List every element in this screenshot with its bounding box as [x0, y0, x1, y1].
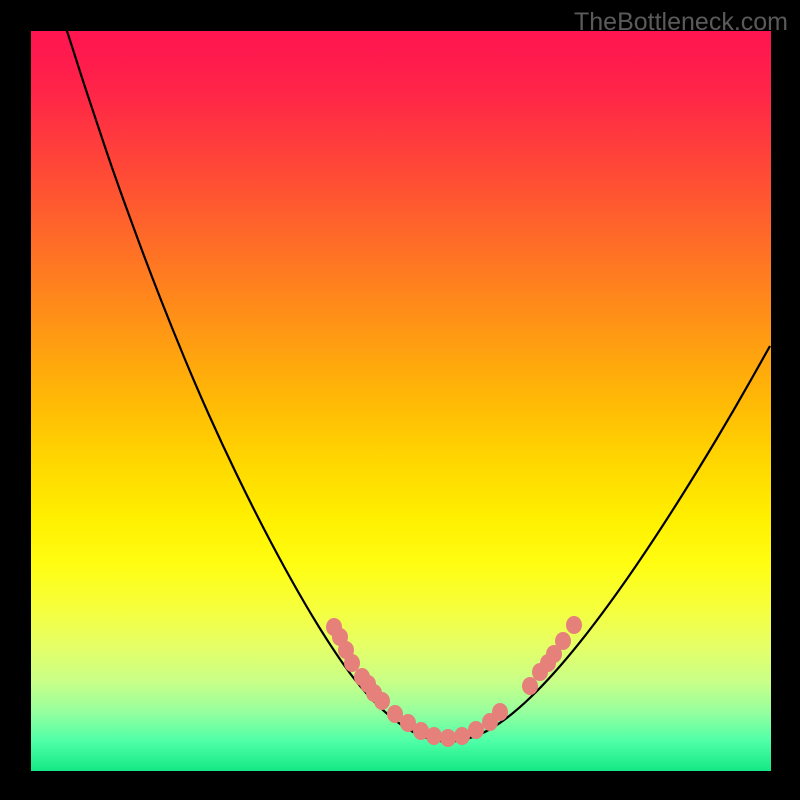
data-marker	[374, 692, 390, 710]
watermark-text: TheBottleneck.com	[574, 8, 788, 37]
data-marker	[344, 654, 360, 672]
data-marker	[522, 677, 538, 695]
chart-svg	[0, 0, 800, 800]
data-marker	[440, 729, 456, 747]
data-marker	[492, 703, 508, 721]
data-marker	[454, 727, 470, 745]
data-marker	[566, 616, 582, 634]
data-marker	[426, 727, 442, 745]
data-marker	[555, 632, 571, 650]
chart-canvas: TheBottleneck.com	[0, 0, 800, 800]
bottleneck-curve	[60, 10, 770, 742]
data-marker	[468, 721, 484, 739]
